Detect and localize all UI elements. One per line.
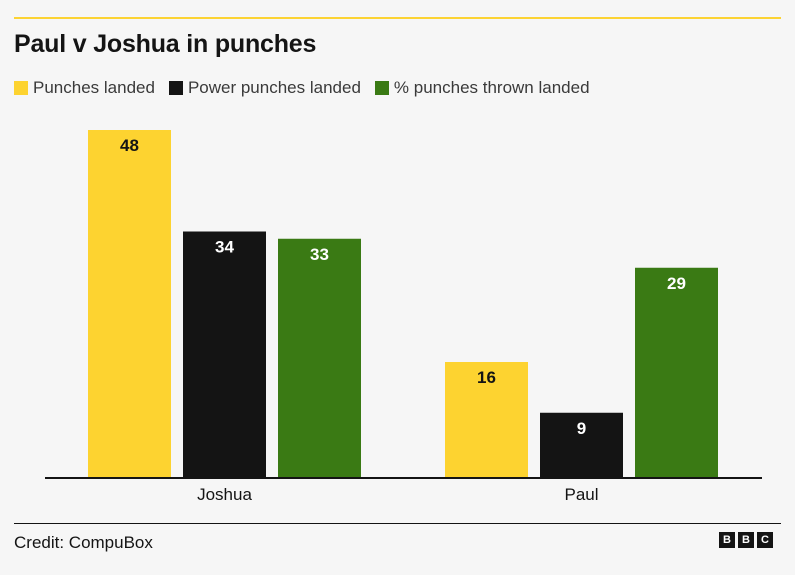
data-label-paul-series-1: 9	[577, 419, 586, 438]
legend-label-pct-punches-thrown-landed: % punches thrown landed	[393, 78, 590, 97]
legend-swatch-pct-punches-thrown-landed	[374, 81, 389, 95]
legend-swatch-power-punches-landed	[168, 81, 183, 95]
credit-text: Credit: CompuBox	[14, 533, 153, 552]
legend-item-power-punches-landed: Power punches landed	[168, 78, 361, 98]
bbc-logo-letter: B	[719, 532, 735, 548]
bar-joshua-series-1	[183, 231, 266, 478]
top-accent-rule	[14, 17, 781, 19]
bar-joshua-series-0	[88, 130, 171, 478]
data-label-joshua-series-0: 48	[120, 136, 139, 155]
legend-swatch-punches-landed	[14, 81, 28, 95]
x-tick-label-paul: Paul	[564, 485, 598, 504]
bbc-logo-letter: C	[757, 532, 773, 548]
legend-label-power-punches-landed: Power punches landed	[187, 78, 361, 97]
data-label-paul-series-0: 16	[477, 368, 496, 387]
bar-chart: 48 34 33 Joshua 16 9 29 Paul	[45, 130, 762, 504]
legend-label-punches-landed: Punches landed	[33, 78, 155, 97]
data-label-joshua-series-1: 34	[215, 238, 234, 257]
data-label-joshua-series-2: 33	[310, 245, 329, 264]
bar-paul-series-0	[445, 362, 528, 478]
bbc-logo-letter: B	[738, 532, 754, 548]
legend-item-pct-punches-thrown-landed: % punches thrown landed	[374, 78, 590, 98]
bbc-logo: B B C	[719, 532, 773, 548]
data-label-paul-series-2: 29	[667, 274, 686, 293]
x-tick-label-joshua: Joshua	[197, 485, 252, 504]
bar-paul-series-2	[635, 267, 718, 478]
bar-joshua-series-2	[278, 238, 361, 478]
legend-item-punches-landed: Punches landed	[14, 78, 155, 98]
chart-title: Paul v Joshua in punches	[14, 30, 317, 58]
bottom-rule	[14, 523, 781, 524]
legend: Punches landed Power punches landed % pu…	[14, 78, 604, 98]
bar-paul-series-1	[540, 412, 623, 478]
